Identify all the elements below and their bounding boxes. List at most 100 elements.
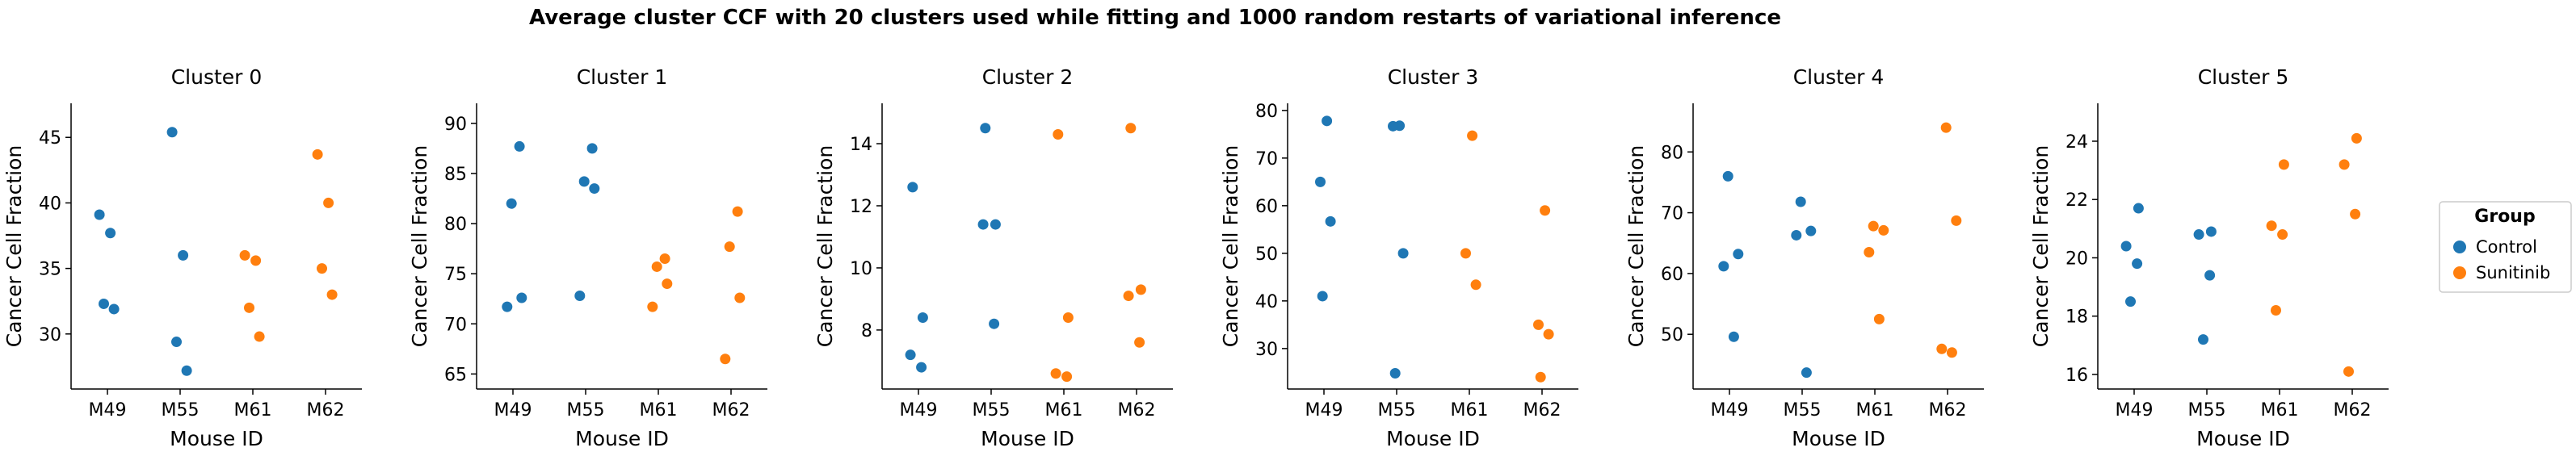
y-axis-label: Cancer Cell Fraction <box>2 145 26 347</box>
data-point <box>2205 226 2217 237</box>
data-point <box>734 292 746 303</box>
y-axis-label: Cancer Cell Fraction <box>1219 145 1242 347</box>
legend: Group Control Sunitinib <box>2439 201 2572 293</box>
data-point <box>1134 337 1145 348</box>
data-point <box>2278 159 2289 170</box>
x-tick-label: M62 <box>1118 400 1156 420</box>
data-point <box>181 365 192 376</box>
y-tick-label: 70 <box>444 315 467 335</box>
x-axis-label: Mouse ID <box>575 427 669 450</box>
data-point <box>2198 334 2208 345</box>
data-point <box>250 255 262 266</box>
y-tick-label: 24 <box>2065 132 2088 153</box>
legend-label-sunitinib: Sunitinib <box>2476 263 2550 282</box>
data-point <box>1123 291 1134 302</box>
data-point <box>1873 313 1885 324</box>
data-point <box>1533 319 1544 330</box>
data-point <box>1940 122 1952 133</box>
data-point <box>1718 261 1729 272</box>
y-tick-label: 30 <box>39 325 61 345</box>
x-tick-label: M61 <box>2261 400 2299 420</box>
data-point <box>99 298 109 309</box>
data-point <box>108 303 120 315</box>
data-point <box>2277 229 2288 241</box>
data-point <box>1325 215 1336 227</box>
panel-1: Cluster 1 65 70 75 80 85 90 M49 M55 M61 M62 Mouse I… <box>408 65 767 450</box>
legend-marker-sunitinib <box>2453 266 2466 279</box>
x-tick-label: M61 <box>1451 400 1489 420</box>
y-tick-label: 75 <box>444 265 467 285</box>
data-point <box>514 140 525 152</box>
data-point <box>1540 205 1551 216</box>
data-point <box>574 290 586 301</box>
panel-3: Cluster 3 30 40 50 60 70 80 M49 M55 M61 M62 Mouse I… <box>1219 65 1578 450</box>
x-tick-label: M55 <box>1784 400 1822 420</box>
panel-title: Cluster 0 <box>171 65 263 89</box>
data-point <box>905 349 916 361</box>
data-point <box>2125 296 2136 307</box>
data-point <box>1805 225 1817 236</box>
data-point <box>2343 366 2354 377</box>
data-point <box>1061 371 1073 383</box>
panel-title: Cluster 3 <box>1388 65 1479 89</box>
panels: Cluster 0 30 35 40 45 M49 M55 M61 M62 Mouse ID Can… <box>2 65 2389 450</box>
data-point <box>1389 368 1401 379</box>
data-point <box>239 249 250 261</box>
y-tick-label: 10 <box>850 259 872 279</box>
data-point <box>1460 248 1471 259</box>
data-point <box>1467 130 1478 141</box>
data-point <box>2133 203 2144 214</box>
data-point <box>2271 304 2281 316</box>
x-tick-label: M62 <box>1929 400 1967 420</box>
data-point <box>647 301 658 312</box>
data-point <box>990 219 1001 230</box>
data-point <box>1397 248 1409 259</box>
data-point <box>589 183 600 195</box>
data-point <box>732 206 743 217</box>
x-tick-label: M62 <box>2334 400 2372 420</box>
y-tick-label: 70 <box>1255 149 1278 169</box>
y-tick-label: 80 <box>444 215 467 235</box>
panel-2: Cluster 2 8 10 12 14 M49 M55 M61 M62 Mouse ID Canc… <box>813 65 1173 450</box>
panel-4: Cluster 4 50 60 70 80 M49 M55 M61 M62 Mouse ID Can… <box>1624 65 1984 450</box>
data-point <box>326 289 338 300</box>
y-tick-label: 22 <box>2065 190 2088 211</box>
y-tick-label: 65 <box>444 365 467 385</box>
y-tick-label: 90 <box>444 115 467 135</box>
data-point <box>1951 215 1962 226</box>
data-point <box>1535 371 1546 383</box>
y-tick-label: 80 <box>1661 143 1683 163</box>
data-point <box>2120 241 2132 252</box>
panel-5: Cluster 5 16 18 20 22 24 M49 M55 M61 M62 Mouse ID C… <box>2029 65 2389 450</box>
x-tick-label: M61 <box>1045 400 1083 420</box>
x-tick-label: M61 <box>1856 400 1894 420</box>
data-point <box>502 301 513 312</box>
data-point <box>586 143 598 154</box>
data-point <box>662 278 673 290</box>
data-point <box>2351 132 2362 144</box>
x-tick-label: M49 <box>89 400 127 420</box>
data-point <box>254 331 265 342</box>
data-point <box>1470 279 1481 291</box>
x-tick-label: M55 <box>162 400 200 420</box>
figure-suptitle: Average cluster CCF with 20 clusters use… <box>529 6 1781 30</box>
panel-title: Cluster 4 <box>1793 65 1885 89</box>
data-point <box>506 198 517 209</box>
data-point <box>720 354 731 365</box>
data-point <box>516 292 527 303</box>
data-point <box>1388 120 1398 132</box>
x-tick-label: M62 <box>712 400 750 420</box>
data-point <box>178 249 189 261</box>
y-tick-label: 50 <box>1255 245 1278 265</box>
data-point <box>1543 328 1554 340</box>
data-point <box>907 182 918 193</box>
x-tick-label: M49 <box>1305 400 1343 420</box>
legend-label-control: Control <box>2476 237 2537 257</box>
data-point <box>1795 196 1806 207</box>
data-point <box>171 337 182 348</box>
data-point <box>1801 367 1812 379</box>
x-tick-label: M49 <box>1711 400 1749 420</box>
y-axis-label: Cancer Cell Fraction <box>2029 145 2053 347</box>
y-tick-label: 12 <box>850 197 872 217</box>
x-axis-label: Mouse ID <box>981 427 1074 450</box>
